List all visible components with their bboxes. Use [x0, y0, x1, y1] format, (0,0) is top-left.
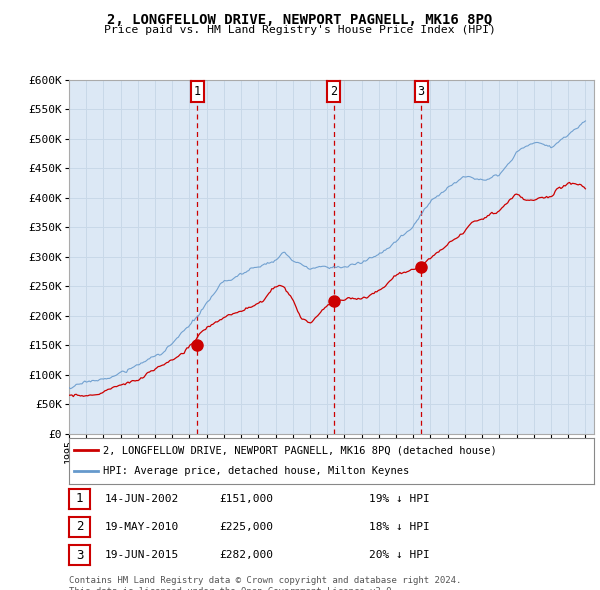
Text: 3: 3 — [76, 549, 83, 562]
Text: 2, LONGFELLOW DRIVE, NEWPORT PAGNELL, MK16 8PQ: 2, LONGFELLOW DRIVE, NEWPORT PAGNELL, MK… — [107, 13, 493, 27]
Text: 19-MAY-2010: 19-MAY-2010 — [105, 522, 179, 532]
Text: £282,000: £282,000 — [219, 550, 273, 560]
Text: 14-JUN-2002: 14-JUN-2002 — [105, 494, 179, 503]
Text: 18% ↓ HPI: 18% ↓ HPI — [369, 522, 430, 532]
Text: £225,000: £225,000 — [219, 522, 273, 532]
Text: 19% ↓ HPI: 19% ↓ HPI — [369, 494, 430, 503]
Text: HPI: Average price, detached house, Milton Keynes: HPI: Average price, detached house, Milt… — [103, 466, 409, 476]
Text: £151,000: £151,000 — [219, 494, 273, 503]
Text: 1: 1 — [76, 492, 83, 505]
Text: Contains HM Land Registry data © Crown copyright and database right 2024.
This d: Contains HM Land Registry data © Crown c… — [69, 576, 461, 590]
Text: 3: 3 — [418, 85, 425, 98]
Text: 1: 1 — [194, 85, 201, 98]
Text: 20% ↓ HPI: 20% ↓ HPI — [369, 550, 430, 560]
Text: 2, LONGFELLOW DRIVE, NEWPORT PAGNELL, MK16 8PQ (detached house): 2, LONGFELLOW DRIVE, NEWPORT PAGNELL, MK… — [103, 445, 497, 455]
Text: Price paid vs. HM Land Registry's House Price Index (HPI): Price paid vs. HM Land Registry's House … — [104, 25, 496, 35]
Text: 19-JUN-2015: 19-JUN-2015 — [105, 550, 179, 560]
Text: 2: 2 — [330, 85, 337, 98]
Text: 2: 2 — [76, 520, 83, 533]
